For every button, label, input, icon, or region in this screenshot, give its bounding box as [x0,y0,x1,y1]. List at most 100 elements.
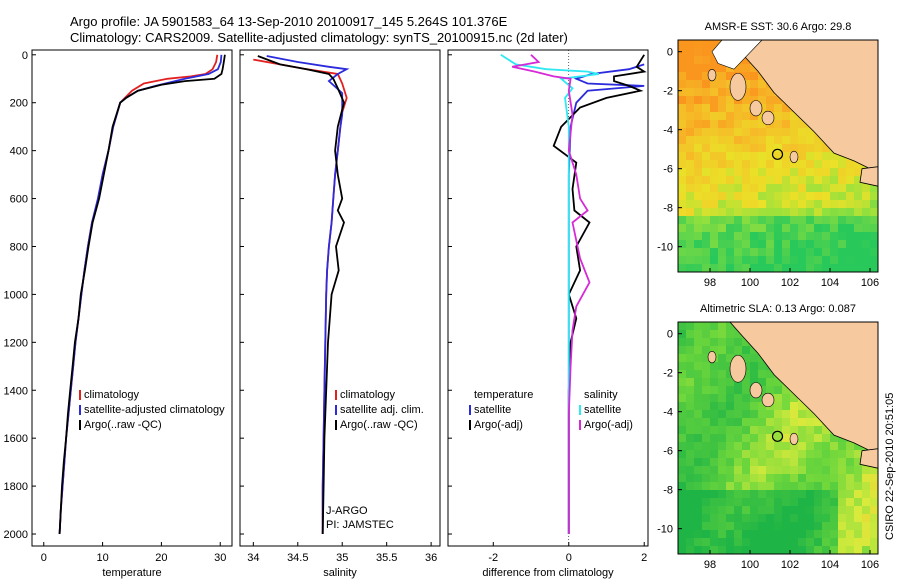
field-cell [678,48,687,57]
field-cell [774,378,783,387]
field-cell [694,370,703,379]
field-cell [870,232,879,241]
field-cell [694,184,703,193]
field-cell [854,232,863,241]
field-cell [718,216,727,225]
field-cell [854,498,863,507]
field-cell [750,152,759,161]
field-cell [854,506,863,515]
field-cell [782,264,791,273]
field-cell [750,256,759,265]
field-cell [718,434,727,443]
field-cell [854,216,863,225]
field-cell [694,378,703,387]
field-cell [726,506,735,515]
field-cell [694,362,703,371]
field-cell [798,216,807,225]
field-cell [718,72,727,81]
field-cell [686,418,695,427]
field-cell [678,530,687,539]
field-cell [694,168,703,177]
field-cell [790,184,799,193]
field-cell [790,192,799,201]
field-cell [790,546,799,555]
field-cell [814,224,823,233]
field-cell [774,450,783,459]
field-cell [702,322,711,331]
field-cell [678,386,687,395]
field-cell [782,474,791,483]
legend-entry: Argo(..raw -QC) [84,419,162,431]
field-cell [758,240,767,249]
field-cell [790,168,799,177]
field-cell [846,506,855,515]
field-cell [830,514,839,523]
field-cell [734,474,743,483]
field-cell [774,418,783,427]
field-cell [710,144,719,153]
field-cell [726,256,735,265]
field-cell [726,176,735,185]
field-cell [830,232,839,241]
field-cell [734,482,743,491]
profile-panel-3: -2 0 2 difference from climatology temperatu… [447,49,649,579]
field-cell [750,216,759,225]
field-cell [750,200,759,209]
field-cell [822,264,831,273]
field-cell [710,192,719,201]
field-cell [846,176,855,185]
field-cell [710,434,719,443]
field-cell [806,538,815,547]
field-cell [830,490,839,499]
field-cell [782,152,791,161]
field-cell [758,402,767,411]
field-cell [750,490,759,499]
field-cell [782,256,791,265]
field-cell [694,546,703,555]
field-cell [774,160,783,169]
field-cell [814,264,823,273]
series-line-argo [257,55,345,535]
field-cell [790,200,799,209]
field-cell [678,240,687,249]
field-cell [710,256,719,265]
field-cell [814,514,823,523]
field-cell [862,522,871,531]
field-cell [790,136,799,145]
field-cell [766,88,775,97]
field-cell [710,362,719,371]
field-cell [830,522,839,531]
field-cell [702,168,711,177]
field-cell [750,144,759,153]
field-cell [806,418,815,427]
field-cell [798,538,807,547]
field-cell [702,80,711,89]
field-cell [822,530,831,539]
field-cell [686,208,695,217]
field-cell [686,240,695,249]
field-cell [702,56,711,65]
field-cell [798,120,807,129]
x-tick-label: 0 [566,552,572,564]
field-cell [718,442,727,451]
field-cell [742,176,751,185]
y-tick-label: 0 [22,50,28,62]
field-cell [862,498,871,507]
field-cell [678,442,687,451]
field-cell [750,136,759,145]
field-cell [734,176,743,185]
field-cell [678,40,687,49]
field-cell [774,256,783,265]
field-cell [742,506,751,515]
field-cell [774,200,783,209]
field-cell [710,40,719,49]
field-cell [750,378,759,387]
field-cell [742,136,751,145]
field-cell [742,482,751,491]
field-cell [710,176,719,185]
field-cell [782,482,791,491]
field-cell [718,88,727,97]
y-tick-label: 1600 [4,433,28,445]
field-cell [846,530,855,539]
field-cell [710,136,719,145]
